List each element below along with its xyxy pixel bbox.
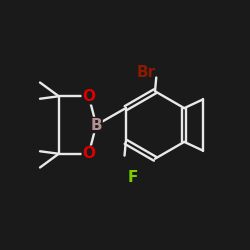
Text: F: F <box>127 170 138 185</box>
Text: O: O <box>82 146 95 161</box>
Text: O: O <box>82 89 95 104</box>
Text: Br: Br <box>137 65 156 80</box>
Text: B: B <box>90 118 102 132</box>
